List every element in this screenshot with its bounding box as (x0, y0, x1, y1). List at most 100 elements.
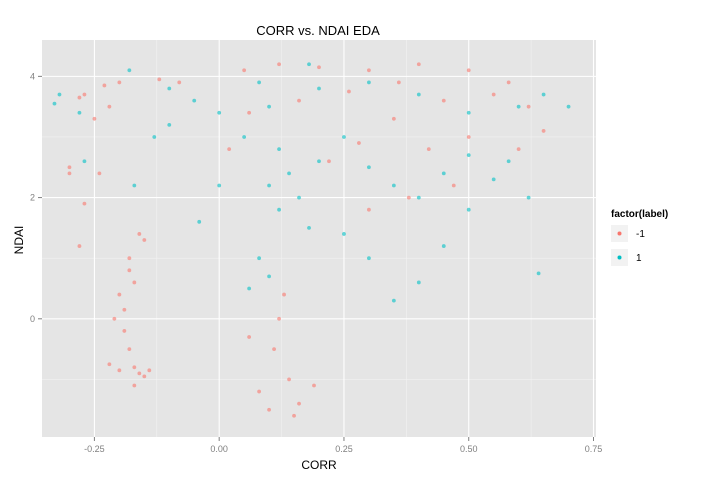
point-pos1 (441, 171, 446, 176)
point-neg1 (247, 335, 252, 339)
point-neg1 (287, 377, 291, 382)
point-pos1 (466, 207, 471, 212)
legend-key-neg1 (617, 231, 622, 236)
point-neg1 (117, 292, 122, 297)
point-neg1 (272, 347, 276, 352)
point-pos1 (267, 104, 271, 109)
point-pos1 (82, 159, 87, 164)
point-pos1 (277, 207, 281, 212)
point-neg1 (127, 256, 132, 261)
point-neg1 (367, 207, 371, 212)
point-pos1 (287, 171, 291, 176)
legend-title: factor(label) (611, 209, 668, 220)
point-neg1 (367, 68, 371, 73)
point-neg1 (127, 347, 132, 352)
point-pos1 (247, 286, 252, 291)
point-neg1 (122, 307, 127, 312)
x-axis-title: CORR (301, 458, 337, 472)
point-neg1 (107, 362, 112, 367)
point-neg1 (277, 62, 281, 67)
point-pos1 (217, 110, 222, 115)
point-neg1 (506, 80, 511, 85)
point-pos1 (267, 183, 271, 188)
x-tick-label: 0.50 (460, 444, 478, 454)
y-axis-title: NDAI (12, 226, 26, 255)
point-neg1 (242, 68, 247, 73)
legend-entry-neg1: -1 (611, 225, 645, 242)
point-neg1 (92, 116, 97, 121)
point-neg1 (227, 147, 232, 151)
point-pos1 (127, 68, 132, 73)
point-neg1 (102, 83, 107, 88)
point-pos1 (307, 62, 311, 67)
point-neg1 (541, 129, 546, 133)
point-neg1 (157, 77, 162, 82)
point-neg1 (117, 80, 122, 85)
legend-label-neg1: -1 (636, 229, 645, 240)
point-pos1 (257, 256, 262, 261)
point-neg1 (67, 171, 72, 176)
point-pos1 (132, 183, 137, 188)
point-pos1 (491, 177, 496, 182)
point-pos1 (257, 80, 262, 85)
point-pos1 (167, 122, 172, 127)
point-pos1 (566, 104, 571, 109)
point-neg1 (142, 238, 147, 242)
point-pos1 (367, 80, 371, 85)
point-neg1 (77, 95, 82, 100)
point-pos1 (536, 271, 541, 276)
point-pos1 (466, 110, 471, 115)
point-neg1 (147, 368, 152, 373)
point-pos1 (197, 219, 202, 224)
point-pos1 (297, 195, 301, 200)
point-pos1 (57, 92, 62, 97)
point-neg1 (277, 316, 281, 321)
point-pos1 (416, 280, 421, 285)
point-neg1 (297, 401, 301, 406)
legend-key-pos1 (617, 255, 622, 260)
point-pos1 (416, 195, 421, 200)
point-neg1 (67, 165, 72, 170)
point-pos1 (466, 153, 471, 158)
point-neg1 (267, 407, 271, 412)
point-neg1 (247, 110, 252, 115)
point-neg1 (257, 389, 262, 394)
point-pos1 (152, 135, 157, 139)
point-neg1 (526, 104, 531, 109)
point-neg1 (466, 68, 471, 73)
point-pos1 (367, 256, 371, 261)
y-axis-ticks: 0 2 4 (30, 71, 42, 324)
point-pos1 (526, 195, 531, 200)
point-neg1 (82, 201, 87, 206)
point-pos1 (516, 104, 521, 109)
point-neg1 (132, 365, 137, 370)
point-pos1 (506, 159, 511, 164)
point-pos1 (52, 101, 57, 106)
point-pos1 (317, 159, 321, 164)
point-neg1 (491, 92, 496, 97)
point-neg1 (97, 171, 102, 176)
point-neg1 (441, 98, 446, 103)
point-pos1 (342, 232, 346, 236)
point-neg1 (282, 292, 286, 297)
plot-background (42, 40, 596, 437)
point-pos1 (192, 98, 197, 103)
point-neg1 (426, 147, 431, 151)
point-pos1 (77, 110, 82, 115)
point-neg1 (451, 183, 456, 188)
y-tick-label: 2 (30, 193, 35, 203)
point-pos1 (277, 147, 281, 151)
point-neg1 (142, 374, 147, 379)
point-neg1 (406, 195, 411, 200)
legend: factor(label) -1 1 (611, 209, 668, 266)
point-neg1 (357, 141, 361, 145)
point-pos1 (242, 135, 247, 139)
point-pos1 (342, 135, 346, 139)
point-neg1 (137, 371, 142, 376)
point-neg1 (77, 244, 82, 248)
point-pos1 (317, 86, 321, 91)
x-tick-label: 0.25 (335, 444, 353, 454)
point-pos1 (307, 225, 311, 230)
grid-minor (42, 40, 596, 437)
